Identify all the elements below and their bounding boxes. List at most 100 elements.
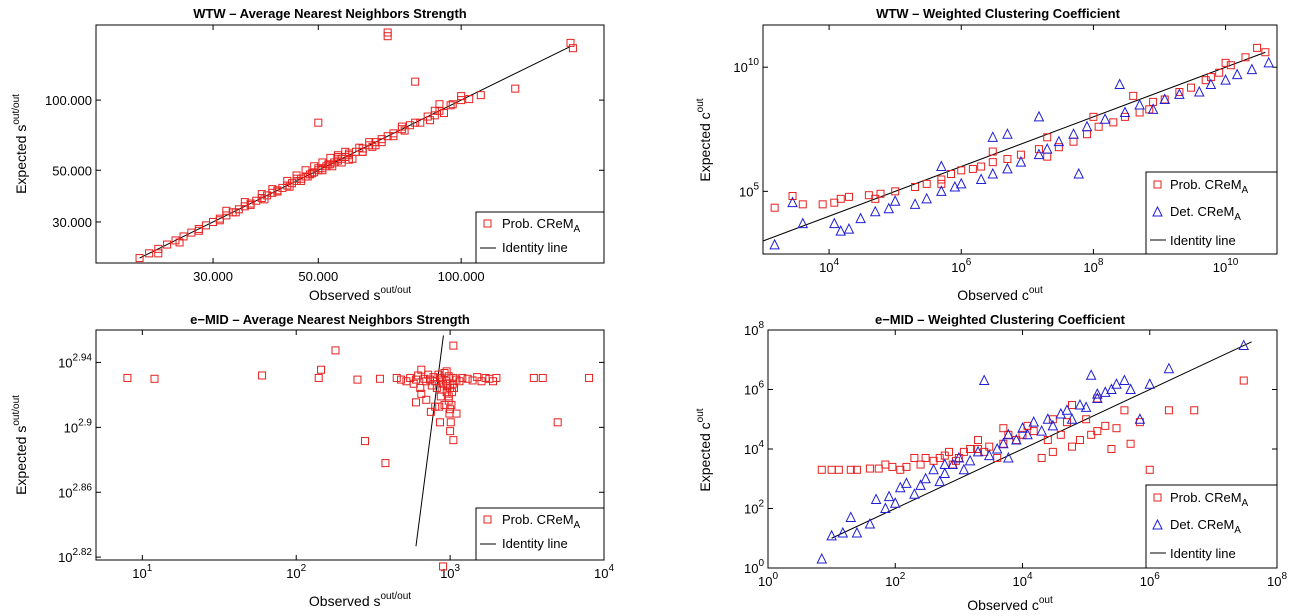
data-point-square [431, 402, 440, 411]
chart-title: e−MID – Weighted Clustering Coefficient [875, 312, 1126, 327]
data-point-square [435, 402, 444, 411]
data-point-square [450, 383, 459, 392]
x-tick-label: 103 [440, 563, 460, 581]
data-point-square [375, 374, 384, 383]
data-point-square [449, 341, 458, 350]
data-point-square [353, 375, 362, 384]
data-point-square [1048, 447, 1057, 456]
data-point-square [447, 400, 456, 409]
legend-marker-triangle [1152, 518, 1163, 530]
data-point-triangle [975, 173, 987, 185]
data-point-triangle [939, 467, 951, 479]
data-point-square [836, 194, 845, 203]
data-point-triangle [1231, 68, 1243, 80]
data-point-square [432, 383, 441, 392]
legend-label: Prob. CReMA [502, 512, 581, 531]
data-point-triangle [1119, 374, 1130, 386]
legend-label: Identity line [502, 536, 568, 551]
x-tick-label: 106 [951, 257, 971, 275]
data-point-square [123, 373, 132, 382]
y-tick-label: 100 [744, 558, 764, 576]
data-point-square [1048, 415, 1057, 424]
data-point-square [426, 407, 435, 416]
data-point-triangle [1134, 98, 1145, 110]
data-point-square [411, 398, 420, 407]
chart-title: e−MID – Average Nearest Neighbors Streng… [190, 312, 470, 327]
data-point-square [246, 200, 255, 209]
data-point-square [1094, 122, 1103, 131]
identity-line [415, 335, 444, 547]
chart-panel-wtw-ann-strength: WTW – Average Nearest Neighbors Strength… [11, 6, 605, 303]
data-point-square [252, 196, 261, 205]
data-point-square [902, 462, 911, 471]
data-point-square [305, 170, 314, 179]
data-point-square [529, 373, 538, 382]
data-point-triangle [1220, 74, 1231, 85]
data-point-square [400, 126, 409, 135]
data-point-triangle [1125, 383, 1136, 394]
y-tick-label: 102.94 [58, 352, 92, 370]
data-point-triangle [1085, 369, 1097, 380]
data-point-square [446, 405, 455, 414]
data-point-square [473, 373, 482, 382]
data-point-square [966, 445, 975, 453]
data-point-triangle [829, 217, 840, 229]
data-point-triangle [920, 472, 931, 484]
legend-label: Det. CReMA [1170, 517, 1241, 536]
data-point-square [457, 92, 466, 101]
data-point-square [449, 436, 458, 445]
data-point-square [179, 232, 188, 241]
plot-frame [762, 24, 1278, 255]
data-point-square [154, 244, 163, 253]
data-point-triangle [1003, 451, 1014, 463]
data-point-triangle [1041, 143, 1053, 154]
data-point-square [292, 174, 301, 183]
data-point-triangle [915, 479, 926, 490]
data-point-square [424, 370, 433, 379]
data-point-triangle [1106, 383, 1117, 394]
identity-line-layer [139, 45, 571, 259]
data-point-triangle [845, 511, 857, 522]
data-point-square [1215, 68, 1224, 77]
data-point-triangle [1028, 416, 1040, 427]
data-point-square [876, 189, 885, 198]
identity-line [831, 341, 1252, 539]
data-point-square [405, 121, 414, 130]
data-point-triangle [869, 205, 881, 217]
data-point-square [1164, 406, 1173, 415]
data-point-triangle [1263, 56, 1275, 68]
data-point-square [1062, 418, 1071, 427]
data-point-square [318, 166, 327, 175]
data-point-triangle [851, 526, 863, 538]
x-tick-label: 50.000 [298, 269, 338, 284]
data-point-triangle [1015, 156, 1027, 167]
tick-layer: 104 106 108 1010 105 1010 [733, 25, 1277, 275]
data-point-square [1126, 439, 1135, 448]
data-point-square [310, 162, 319, 171]
data-point-triangle [909, 488, 920, 499]
data-point-square [1261, 48, 1270, 57]
data-point-square [881, 460, 890, 469]
data-point-square [910, 453, 919, 462]
data-point-triangle [1073, 167, 1085, 179]
data-point-triangle [889, 195, 901, 206]
data-point-square [331, 346, 340, 355]
data-point-square [1221, 58, 1230, 67]
data-point-triangle [1066, 413, 1078, 424]
data-point-square [993, 453, 1002, 462]
data-point-triangle [1114, 78, 1126, 90]
chart-title: WTW – Weighted Clustering Coefficient [876, 6, 1121, 21]
y-tick-label: 30.000 [52, 215, 92, 230]
data-point-triangle [1053, 135, 1065, 147]
legend-label: Identity line [502, 240, 568, 255]
data-point-square [215, 216, 224, 225]
chart-panel-emid-ann-strength: e−MID – Average Nearest Neighbors Streng… [11, 312, 614, 609]
data-point-triangle [1036, 424, 1047, 436]
data-point-square [1043, 133, 1052, 142]
data-point-square [1089, 112, 1098, 121]
data-point-square [163, 240, 172, 249]
data-point-square [430, 106, 439, 115]
data-point-square [1112, 424, 1121, 433]
x-tick-label: 104 [819, 257, 839, 275]
